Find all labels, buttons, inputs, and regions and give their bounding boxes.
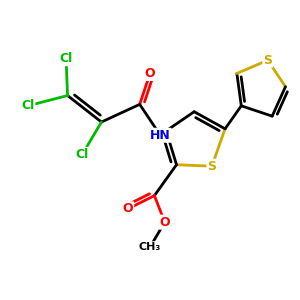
- Text: O: O: [145, 67, 155, 80]
- Text: Cl: Cl: [59, 52, 73, 65]
- Text: HN: HN: [150, 129, 171, 142]
- Text: CH₃: CH₃: [139, 242, 161, 252]
- Text: Cl: Cl: [76, 148, 89, 161]
- Text: O: O: [159, 216, 170, 229]
- Text: S: S: [263, 54, 272, 67]
- Text: O: O: [123, 202, 133, 215]
- Text: Cl: Cl: [21, 99, 34, 112]
- Text: S: S: [207, 160, 216, 173]
